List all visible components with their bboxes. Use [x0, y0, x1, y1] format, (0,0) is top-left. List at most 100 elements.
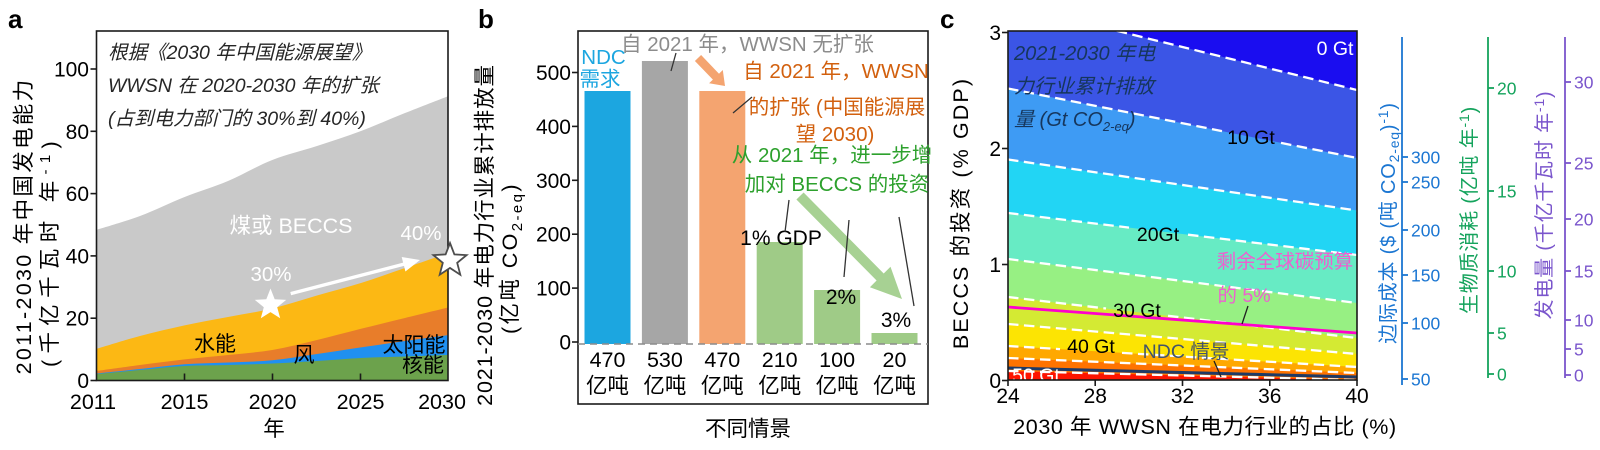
svg-text:WWSN 在 2020-2030 年的扩张: WWSN 在 2020-2030 年的扩张 [108, 75, 381, 97]
svg-text:加对 BECCS 的投资: 加对 BECCS 的投资 [745, 173, 930, 196]
svg-text:的扩张 (中国能源展: 的扩张 (中国能源展 [749, 96, 926, 119]
svg-text:亿吨: 亿吨 [643, 374, 686, 398]
svg-text:15: 15 [1574, 262, 1593, 282]
svg-text:生物质消耗 (亿吨 年-1): 生物质消耗 (亿吨 年-1) [1456, 106, 1481, 314]
svg-text:需求: 需求 [580, 68, 621, 91]
svg-text:30%: 30% [250, 263, 291, 286]
svg-text:20: 20 [66, 308, 89, 331]
svg-text:200: 200 [536, 224, 571, 247]
svg-text:40 Gt: 40 Gt [1067, 336, 1115, 358]
svg-text:2011-2030 年中国发电能力: 2011-2030 年中国发电能力 [12, 78, 36, 375]
svg-text:(占到电力部门的 30%到 40%): (占到电力部门的 30%到 40%) [108, 108, 366, 130]
svg-text:100: 100 [54, 59, 89, 82]
svg-text:28: 28 [1084, 385, 1107, 408]
svg-text:20: 20 [883, 348, 907, 372]
svg-text:20: 20 [1574, 210, 1594, 230]
svg-text:100: 100 [819, 348, 855, 372]
svg-text:剩余全球碳预算: 剩余全球碳预算 [1217, 251, 1354, 273]
svg-text:530: 530 [647, 348, 683, 372]
svg-text:水能: 水能 [194, 333, 236, 356]
svg-text:0: 0 [989, 370, 1001, 393]
svg-text:2%: 2% [826, 286, 856, 309]
svg-text:2030: 2030 [418, 390, 466, 414]
svg-text:5: 5 [1574, 340, 1584, 360]
svg-text:100: 100 [1411, 314, 1440, 334]
svg-text:400: 400 [536, 116, 571, 139]
svg-text:200: 200 [1411, 221, 1440, 241]
svg-text:50: 50 [1411, 370, 1431, 390]
svg-text:15: 15 [1497, 182, 1516, 202]
svg-text:力行业累计排放: 力行业累计排放 [1014, 76, 1157, 98]
svg-text:亿吨: 亿吨 [816, 374, 859, 398]
svg-text:风: 风 [294, 344, 315, 367]
svg-text:年: 年 [263, 417, 285, 441]
svg-text:自 2021 年，WWSN: 自 2021 年，WWSN [743, 60, 929, 83]
svg-text:a: a [8, 4, 23, 34]
svg-text:3: 3 [989, 22, 1001, 45]
svg-text:2011: 2011 [70, 390, 116, 414]
svg-text:1% GDP: 1% GDP [740, 227, 822, 250]
svg-text:b: b [478, 4, 494, 34]
svg-text:100: 100 [536, 278, 571, 301]
svg-text:从 2021 年，进一步增: 从 2021 年，进一步增 [732, 144, 933, 167]
svg-text:0 Gt: 0 Gt [1317, 38, 1354, 60]
svg-text:亿吨: 亿吨 [701, 374, 744, 398]
svg-text:210: 210 [762, 348, 798, 372]
svg-text:250: 250 [1411, 173, 1440, 193]
svg-text:10 Gt: 10 Gt [1227, 127, 1275, 149]
svg-text:1: 1 [989, 254, 1001, 277]
svg-text:NDC: NDC [581, 46, 626, 69]
svg-text:2025: 2025 [337, 390, 385, 414]
svg-text:太阳能: 太阳能 [383, 334, 446, 357]
svg-text:30: 30 [1574, 73, 1594, 93]
svg-text:不同情景: 不同情景 [705, 417, 791, 441]
svg-text:470: 470 [590, 348, 626, 372]
svg-text:2015: 2015 [161, 390, 209, 414]
svg-text:24: 24 [996, 385, 1020, 408]
svg-text:自 2021 年，WWSN 无扩张: 自 2021 年，WWSN 无扩张 [621, 33, 874, 56]
svg-text:5: 5 [1497, 324, 1507, 344]
svg-text:0: 0 [77, 370, 89, 393]
svg-text:煤或 BECCS: 煤或 BECCS [229, 214, 352, 238]
svg-text:150: 150 [1411, 266, 1440, 286]
svg-text:300: 300 [536, 170, 571, 193]
svg-text:望 2030): 望 2030) [796, 123, 875, 146]
svg-text:20: 20 [1497, 79, 1517, 99]
svg-text:80: 80 [66, 121, 89, 144]
svg-text:10: 10 [1574, 311, 1594, 331]
svg-text:60: 60 [66, 183, 89, 206]
svg-text:NDC 情景: NDC 情景 [1143, 341, 1230, 363]
svg-text:40: 40 [1345, 385, 1368, 408]
svg-text:的 5%: 的 5% [1217, 285, 1270, 307]
svg-text:32: 32 [1171, 385, 1194, 408]
svg-text:c: c [940, 4, 954, 34]
svg-text:25: 25 [1574, 154, 1593, 174]
svg-text:2020: 2020 [249, 390, 297, 414]
svg-text:边际成本 ($ (吨 CO2-eq)-1): 边际成本 ($ (吨 CO2-eq)-1) [1375, 102, 1402, 344]
svg-text:2021-2030 年电: 2021-2030 年电 [1013, 43, 1156, 65]
svg-text:发电量 (千亿千瓦时 年-1): 发电量 (千亿千瓦时 年-1) [1531, 91, 1556, 320]
svg-text:300: 300 [1411, 148, 1440, 168]
svg-text:0: 0 [1574, 366, 1584, 386]
svg-text:(千亿千瓦时 年-1): (千亿千瓦时 年-1) [37, 135, 62, 367]
svg-text:0: 0 [1497, 365, 1507, 385]
svg-text:根据《2030 年中国能源展望》: 根据《2030 年中国能源展望》 [108, 42, 371, 64]
svg-text:50 Gt: 50 Gt [1012, 365, 1060, 387]
svg-text:0: 0 [559, 332, 571, 355]
svg-text:470: 470 [704, 348, 740, 372]
svg-text:2021-2030 年电力行业累计排放量: 2021-2030 年电力行业累计排放量 [473, 64, 497, 406]
svg-text:2030 年 WWSN 在电力行业的占比 (%): 2030 年 WWSN 在电力行业的占比 (%) [1013, 415, 1397, 439]
svg-text:2: 2 [989, 138, 1001, 161]
svg-text:亿吨: 亿吨 [758, 374, 801, 398]
svg-text:(亿吨 CO2-eq): (亿吨 CO2-eq) [498, 182, 526, 334]
svg-text:36: 36 [1258, 385, 1281, 408]
svg-text:500: 500 [536, 62, 571, 85]
svg-text:3%: 3% [881, 309, 911, 332]
svg-text:核能: 核能 [402, 354, 444, 377]
svg-text:BECCS 的投资 (% GDP): BECCS 的投资 (% GDP) [949, 77, 973, 349]
svg-text:40%: 40% [400, 222, 441, 245]
svg-text:40: 40 [66, 245, 89, 268]
svg-text:亿吨: 亿吨 [586, 374, 629, 398]
svg-text:10: 10 [1497, 262, 1517, 282]
svg-text:30 Gt: 30 Gt [1113, 300, 1161, 322]
